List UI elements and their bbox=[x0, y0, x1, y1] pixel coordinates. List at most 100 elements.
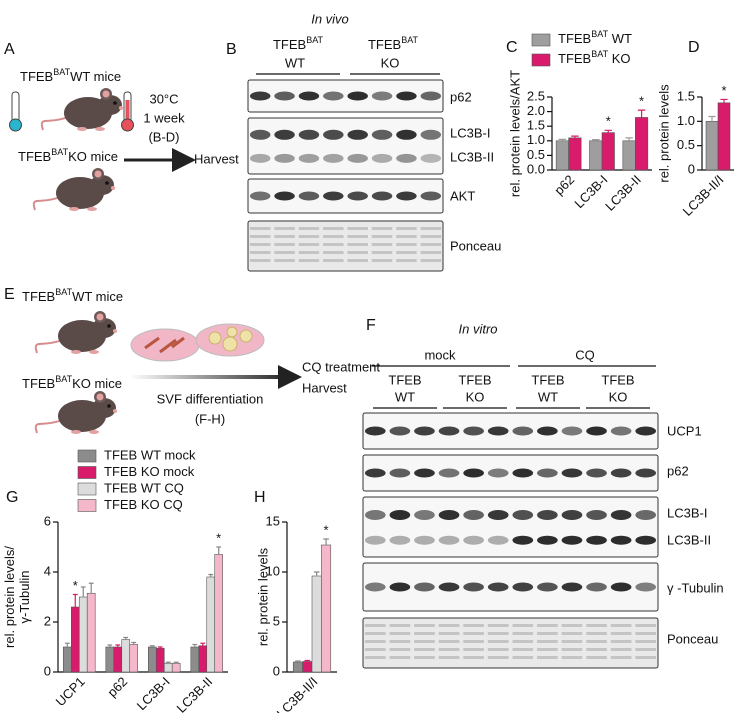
blot-band bbox=[438, 624, 460, 627]
blot-band bbox=[396, 243, 417, 246]
blot-band bbox=[463, 535, 484, 545]
blot-band bbox=[635, 624, 657, 627]
label-sup: BAT bbox=[591, 49, 608, 59]
error-bar bbox=[208, 573, 214, 577]
blot-band bbox=[249, 129, 271, 140]
blot-band bbox=[274, 91, 295, 101]
blot bbox=[362, 562, 659, 612]
blot-band bbox=[487, 656, 509, 659]
blot-band bbox=[323, 243, 344, 246]
blot-band bbox=[414, 624, 435, 627]
blot-band bbox=[396, 153, 417, 163]
blot-band bbox=[347, 235, 368, 238]
y-tick-label: 4 bbox=[44, 563, 51, 578]
blot-band bbox=[364, 510, 386, 520]
blot-label: γ -Tubulin bbox=[667, 580, 724, 595]
blot-label: p62 bbox=[450, 89, 472, 104]
significance: * bbox=[721, 83, 726, 98]
y-tick-label: 1.0 bbox=[527, 132, 545, 147]
bar bbox=[190, 646, 200, 673]
blot bbox=[247, 117, 444, 175]
blot-band bbox=[389, 648, 411, 651]
significance: * bbox=[606, 114, 611, 129]
blot-band bbox=[537, 640, 558, 643]
y-tick-label: 0.5 bbox=[527, 147, 545, 162]
blot-band bbox=[414, 468, 435, 478]
y-tick-label: 2 bbox=[44, 613, 51, 628]
blot-band bbox=[561, 624, 583, 627]
label-sup: BAT bbox=[55, 287, 72, 297]
blot-band bbox=[487, 535, 509, 545]
legend-swatch bbox=[77, 499, 97, 512]
thermometer bbox=[9, 118, 22, 132]
y-tick-label: 0 bbox=[688, 161, 695, 176]
blot-band bbox=[371, 129, 393, 140]
blot-band bbox=[512, 582, 534, 592]
blot-band bbox=[420, 243, 442, 246]
group-label: WT bbox=[538, 389, 558, 404]
blot-band bbox=[438, 640, 460, 643]
blot-band bbox=[586, 640, 607, 643]
label-part: TFEB bbox=[18, 149, 51, 164]
blot-band bbox=[396, 227, 417, 230]
blot-band bbox=[371, 227, 393, 230]
blot-band bbox=[438, 582, 460, 592]
step-label: Harvest bbox=[194, 151, 239, 166]
blot-band bbox=[610, 648, 632, 651]
blot-band bbox=[438, 632, 460, 635]
blot-band bbox=[635, 510, 657, 520]
blot-band bbox=[610, 624, 632, 627]
bar bbox=[86, 592, 96, 673]
blot-band bbox=[414, 640, 435, 643]
mouse-label: TFEBBATKO mice bbox=[18, 147, 118, 164]
panel-a: A TFEBBATWT mice 30°C 1 week (B-D) TFEBB… bbox=[4, 41, 239, 212]
step-label: SVF differentiation bbox=[157, 391, 264, 406]
blot-band bbox=[537, 535, 558, 545]
blot-band bbox=[389, 640, 411, 643]
blot-band bbox=[537, 510, 558, 520]
blot-label: AKT bbox=[450, 188, 475, 203]
blot-band bbox=[463, 632, 484, 635]
blot-band bbox=[414, 656, 435, 659]
label-part: KO bbox=[608, 51, 630, 66]
bar bbox=[171, 662, 181, 673]
significance: * bbox=[73, 578, 78, 593]
bar bbox=[589, 140, 603, 171]
blot-label: LC3B-I bbox=[450, 125, 490, 140]
blot-band bbox=[414, 510, 435, 520]
blot-band bbox=[512, 468, 534, 478]
blot-band bbox=[561, 656, 583, 659]
condition: (B-D) bbox=[148, 129, 179, 144]
y-axis-label: rel. protein levels bbox=[656, 84, 671, 183]
blot-band bbox=[438, 535, 460, 545]
treatment-label: mock bbox=[424, 347, 456, 362]
error-bar bbox=[165, 661, 171, 664]
label-part: TFEB bbox=[368, 37, 401, 52]
error-bar bbox=[72, 593, 78, 607]
bar bbox=[292, 661, 303, 673]
bar bbox=[321, 544, 332, 673]
blot-band bbox=[463, 510, 484, 520]
blot-band bbox=[298, 153, 320, 163]
y-tick-label: 5 bbox=[273, 613, 280, 628]
group-label: TFEB bbox=[458, 372, 491, 387]
bar bbox=[78, 596, 88, 673]
blot-band bbox=[487, 468, 509, 478]
blot-band bbox=[298, 91, 320, 101]
y-tick-label: 0.0 bbox=[527, 161, 545, 176]
blot-label: LC3B-II bbox=[667, 532, 711, 547]
label-sup: BAT bbox=[591, 29, 608, 39]
blot-band bbox=[463, 624, 484, 627]
group-label: KO bbox=[466, 389, 485, 404]
blot-band bbox=[323, 235, 344, 238]
thermometer bbox=[11, 91, 20, 123]
blot-band bbox=[347, 153, 368, 163]
error-bar bbox=[64, 642, 70, 647]
label-sup: BAT bbox=[401, 35, 418, 45]
blot-band bbox=[347, 129, 368, 140]
bar bbox=[121, 639, 131, 673]
blot-band bbox=[561, 510, 583, 520]
blot-band bbox=[249, 91, 271, 101]
blot-band bbox=[389, 656, 411, 659]
blot-band bbox=[561, 632, 583, 635]
